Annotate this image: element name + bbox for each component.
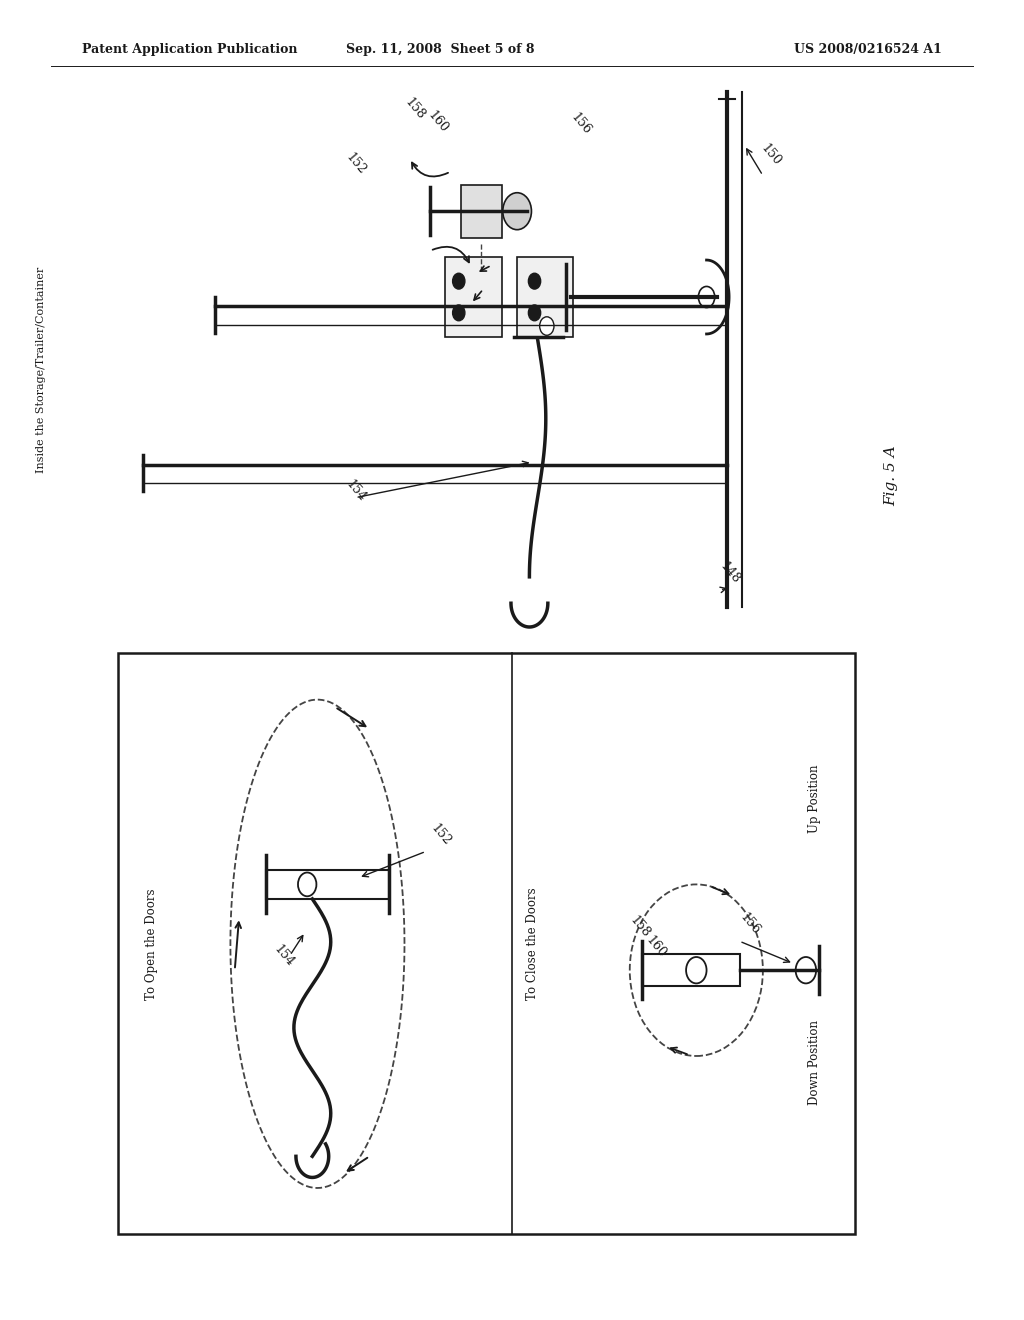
Text: 160: 160 (425, 108, 451, 135)
Text: 152: 152 (428, 821, 454, 847)
Circle shape (503, 193, 531, 230)
Text: Patent Application Publication: Patent Application Publication (82, 42, 297, 55)
Text: 156: 156 (737, 911, 763, 937)
Circle shape (453, 305, 465, 321)
Circle shape (630, 884, 763, 1056)
Text: 158: 158 (402, 95, 428, 121)
Text: 154: 154 (271, 942, 297, 969)
Circle shape (453, 273, 465, 289)
Bar (517, 257, 573, 337)
Text: To Open the Doors: To Open the Doors (145, 888, 158, 999)
Text: 150: 150 (758, 141, 783, 168)
Text: Fig. 5 A: Fig. 5 A (884, 445, 898, 506)
Circle shape (298, 873, 316, 896)
Bar (266, 870, 389, 899)
Text: 160: 160 (643, 933, 669, 960)
Bar (642, 954, 740, 986)
Text: Sep. 11, 2008  Sheet 5 of 8: Sep. 11, 2008 Sheet 5 of 8 (346, 42, 535, 55)
Bar (461, 185, 502, 238)
Circle shape (528, 273, 541, 289)
Circle shape (796, 957, 816, 983)
Circle shape (528, 305, 541, 321)
Text: 154: 154 (343, 478, 369, 504)
Text: 148: 148 (717, 560, 742, 586)
Text: Up Position: Up Position (808, 764, 820, 833)
Circle shape (698, 286, 715, 308)
Text: Down Position: Down Position (808, 1020, 820, 1105)
Circle shape (540, 317, 554, 335)
Text: To Close the Doors: To Close the Doors (526, 887, 539, 1001)
Circle shape (686, 957, 707, 983)
Text: 156: 156 (568, 111, 594, 137)
Text: 158: 158 (627, 913, 652, 940)
Bar (118, 653, 855, 1234)
Text: 152: 152 (343, 150, 369, 177)
Text: US 2008/0216524 A1: US 2008/0216524 A1 (795, 42, 942, 55)
Bar (445, 257, 502, 337)
Text: Inside the Storage/Trailer/Container: Inside the Storage/Trailer/Container (36, 267, 46, 473)
